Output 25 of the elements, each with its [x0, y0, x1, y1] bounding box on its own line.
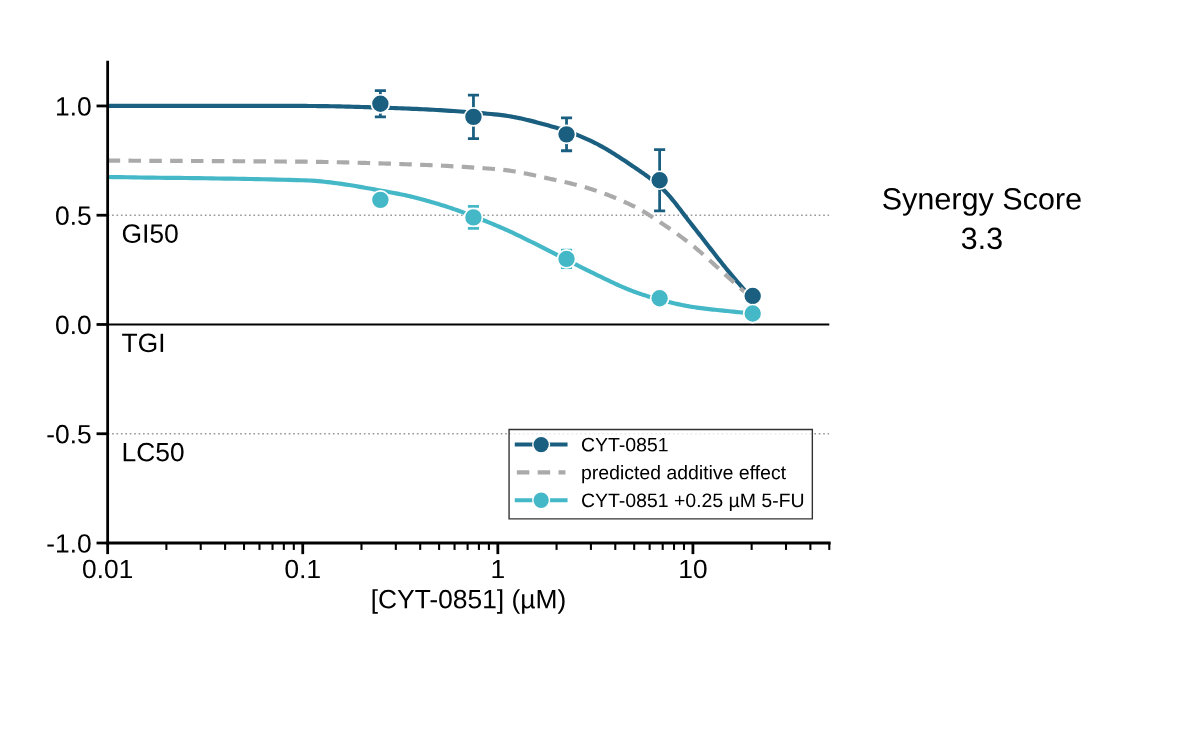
x-tick-label: 10	[680, 559, 707, 579]
y-tick-label: 0.5	[56, 206, 91, 226]
point	[370, 190, 391, 210]
x-tick-label: 1	[492, 559, 504, 579]
point	[742, 303, 763, 324]
text: Synergy Score 3.3	[883, 188, 1081, 250]
legend-label: CYT-0851 +0.25 µM 5-FU	[582, 493, 804, 512]
legend-label: CYT-0851	[582, 437, 668, 452]
y-tick-label: -1.0	[47, 534, 91, 553]
x-tick-label: 0.1	[285, 559, 320, 579]
legend-label: predicted additive effect	[582, 465, 786, 484]
y-tick-label: 0.0	[56, 315, 91, 335]
ref-line-label: GI50	[122, 224, 178, 243]
ref-line-label: LC50	[123, 442, 184, 462]
y-tick-label: 1.0	[57, 97, 91, 116]
ref-line-label: TGI	[122, 333, 164, 353]
point	[370, 93, 391, 114]
point	[463, 107, 484, 127]
point	[649, 288, 670, 309]
point	[649, 170, 670, 191]
x-axis-title: [CYT-0851] (µM)	[372, 589, 565, 614]
point	[742, 286, 763, 306]
x-tick-label: 0.01	[83, 559, 133, 579]
point	[556, 124, 577, 145]
y-tick-label: -0.5	[47, 424, 91, 444]
